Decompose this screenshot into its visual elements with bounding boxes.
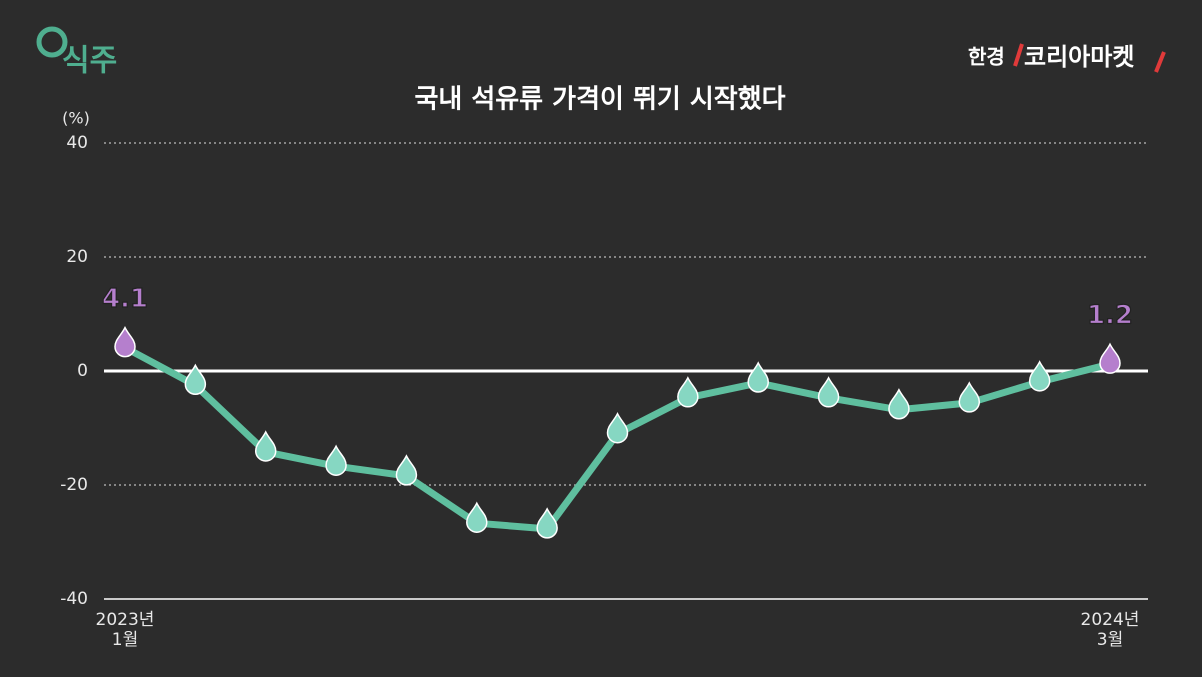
marker	[958, 381, 981, 413]
logo-slash	[1013, 43, 1024, 67]
logo-brand: 한경	[968, 45, 1005, 69]
marker	[325, 444, 347, 476]
y-tick-label: 20	[66, 247, 88, 267]
logo-left: 식주	[36, 26, 117, 79]
marker	[1099, 342, 1121, 374]
marker	[677, 376, 699, 408]
logo-icon	[36, 26, 68, 58]
chart-title: 국내 석유류 가격이 뛰기 시작했다	[414, 85, 785, 115]
value-label: 1.2	[1087, 301, 1133, 331]
logo-text: 식주	[62, 44, 117, 79]
marker	[536, 507, 558, 539]
y-tick-label: 0	[77, 361, 88, 381]
marker	[817, 376, 840, 408]
marker	[395, 454, 418, 486]
marker	[114, 325, 136, 358]
x-tick-label: 2024년 3월	[1080, 610, 1140, 650]
logo-name: 코리아마켓	[1024, 43, 1134, 71]
marker	[888, 388, 910, 420]
marker	[1028, 360, 1051, 392]
logo-right: 한경 코리아마켓	[968, 43, 1166, 73]
y-tick-label: -40	[60, 589, 88, 609]
value-label: 4.1	[102, 284, 148, 314]
marker	[466, 501, 488, 533]
marker	[606, 412, 629, 444]
marker	[184, 363, 207, 395]
y-tick-label: 40	[66, 133, 88, 153]
y-tick-label: -20	[60, 475, 88, 495]
y-axis-label: (%)	[62, 109, 90, 128]
marker	[747, 361, 769, 393]
logo-slash	[1154, 51, 1166, 73]
marker	[254, 430, 277, 462]
x-tick-label: 2023년 1월	[95, 610, 155, 650]
